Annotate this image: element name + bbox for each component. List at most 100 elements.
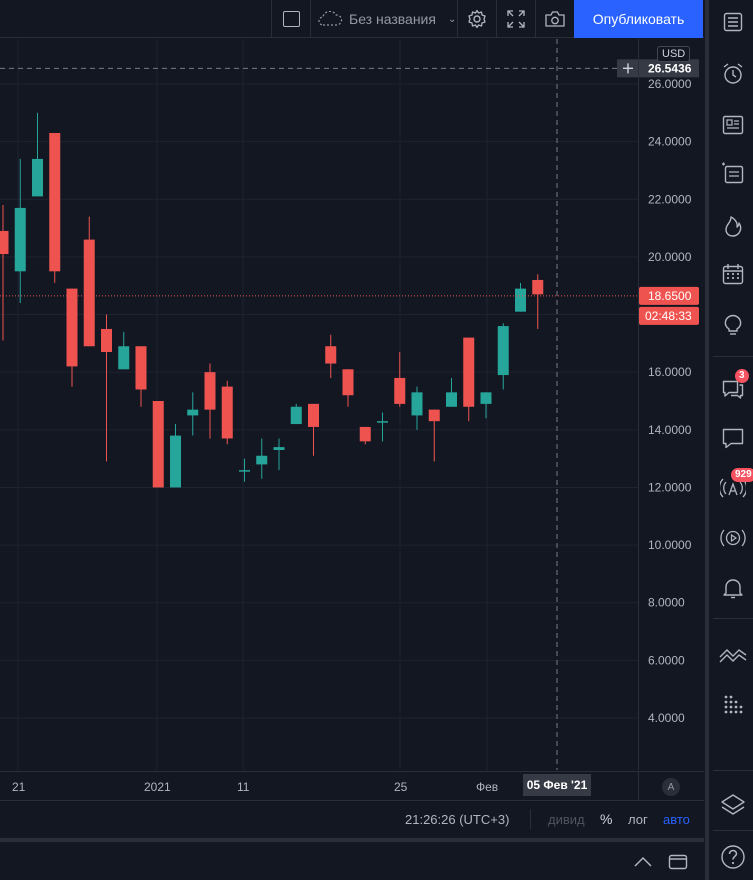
video-stream-button[interactable] — [717, 522, 749, 554]
fullscreen-icon — [507, 10, 525, 28]
hotlists-button[interactable] — [717, 210, 749, 242]
data-window-button[interactable] — [717, 158, 749, 190]
bell-icon — [723, 579, 743, 599]
watchlist-icon — [723, 12, 743, 32]
candle — [342, 369, 354, 407]
time-axis-label: 25 — [394, 780, 408, 794]
ideas-button[interactable] — [717, 309, 749, 341]
gear-icon — [468, 9, 486, 29]
streams-button[interactable]: 929 — [717, 468, 753, 504]
toolbar-divider — [713, 618, 753, 619]
notification-badge: 3 — [735, 369, 749, 383]
countdown-box — [639, 306, 699, 325]
news-button[interactable] — [717, 109, 749, 141]
candle-body — [66, 288, 78, 367]
chat-bubbles-icon — [722, 380, 744, 399]
settings-button[interactable] — [458, 0, 496, 38]
candle-body — [14, 207, 26, 272]
notifications-button[interactable] — [717, 572, 749, 604]
lightbulb-icon — [724, 314, 742, 335]
square-layout-icon — [282, 11, 300, 27]
candle — [377, 412, 388, 442]
crosshair-price-box — [639, 59, 699, 78]
candle-body — [152, 401, 164, 488]
toolbar-divider — [713, 770, 753, 771]
status-bar: 21:26:26 (UTC+3) дивид % лог авто — [0, 800, 704, 837]
percent-scale-toggle[interactable]: % — [600, 811, 613, 827]
price-scale: 26.000024.000022.000020.000018.000016.00… — [638, 39, 699, 770]
toolbar-divider — [457, 0, 458, 38]
layout-button[interactable] — [272, 0, 310, 38]
fullscreen-button[interactable] — [497, 0, 535, 38]
candle-body — [256, 455, 268, 465]
candle-body — [325, 346, 337, 364]
candle-body — [290, 406, 302, 425]
candle-body — [83, 239, 95, 347]
candle — [14, 158, 26, 304]
candle — [325, 334, 337, 378]
candle — [290, 403, 302, 425]
candlestick-chart[interactable]: 26.000024.000022.000020.000018.000016.00… — [0, 39, 704, 770]
clock-timezone[interactable]: 21:26:26 (UTC+3) — [405, 812, 510, 827]
candle-body — [273, 447, 285, 450]
chats-button[interactable] — [717, 422, 749, 454]
last-price-box — [639, 286, 699, 305]
price-scale-label: 10.0000 — [648, 538, 692, 552]
auto-scale-toggle[interactable]: авто — [663, 812, 690, 827]
log-scale-toggle[interactable]: лог — [628, 812, 648, 827]
candle — [49, 132, 61, 283]
auto-scale-button[interactable]: A — [662, 778, 680, 796]
toolbar-divider — [271, 0, 272, 38]
snapshot-button[interactable] — [536, 0, 574, 38]
candle-body — [342, 369, 354, 396]
watchlist-button[interactable] — [717, 6, 749, 38]
chart-layout-name-button[interactable]: Без названия ⌄ — [311, 0, 457, 38]
candle — [221, 380, 233, 445]
candle — [532, 274, 544, 329]
candle — [480, 392, 492, 419]
chart-overlays — [0, 39, 639, 770]
candle-body — [515, 288, 526, 312]
candle-body — [187, 409, 199, 416]
candle — [83, 216, 95, 347]
alerts-button[interactable] — [717, 58, 749, 90]
plus-icon — [623, 63, 633, 74]
publish-button[interactable]: Опубликовать — [574, 0, 703, 38]
candles — [0, 112, 544, 488]
candle — [152, 401, 164, 488]
candle-body — [480, 392, 492, 404]
alarm-clock-icon — [723, 63, 743, 84]
candle — [515, 282, 526, 312]
chevron-up-icon — [634, 856, 652, 867]
last-price-label: 18.6500 — [648, 289, 692, 303]
candle — [428, 409, 440, 462]
candle-body — [170, 435, 181, 488]
price-scale-label: 12.0000 — [648, 480, 692, 494]
object-tree-button[interactable] — [717, 789, 749, 821]
crosshair-date-label: 05 Фев '21 — [523, 774, 591, 796]
trading-panel-button[interactable] — [717, 637, 749, 669]
collapse-panel-button[interactable] — [632, 852, 654, 872]
dividends-adjust-toggle[interactable]: дивид — [548, 812, 585, 827]
ideas-stream-button[interactable]: 3 — [717, 369, 749, 405]
toolbar-divider — [713, 356, 753, 357]
maximize-panel-button[interactable] — [667, 852, 689, 872]
candle-body — [463, 337, 475, 407]
candle — [239, 458, 250, 482]
candle — [446, 377, 457, 407]
dom-button[interactable] — [717, 688, 749, 720]
candle-body — [446, 392, 457, 407]
calendar-button[interactable] — [717, 258, 749, 290]
time-axis-label: Фев — [476, 780, 499, 794]
currency-label: USD — [657, 46, 691, 62]
price-scale-label: 20.0000 — [648, 250, 692, 264]
window-icon — [668, 854, 688, 870]
time-axis[interactable]: 21 2021 11 25 Фев 05 Фев '21 A — [0, 771, 704, 800]
help-button[interactable] — [717, 841, 749, 873]
chart-pane[interactable]: 26.000024.000022.000020.000018.000016.00… — [0, 39, 704, 770]
candle — [187, 392, 199, 436]
candle — [32, 112, 43, 197]
right-toolbar: 3 929 — [705, 0, 753, 880]
candle — [170, 424, 181, 488]
candle — [0, 205, 9, 341]
